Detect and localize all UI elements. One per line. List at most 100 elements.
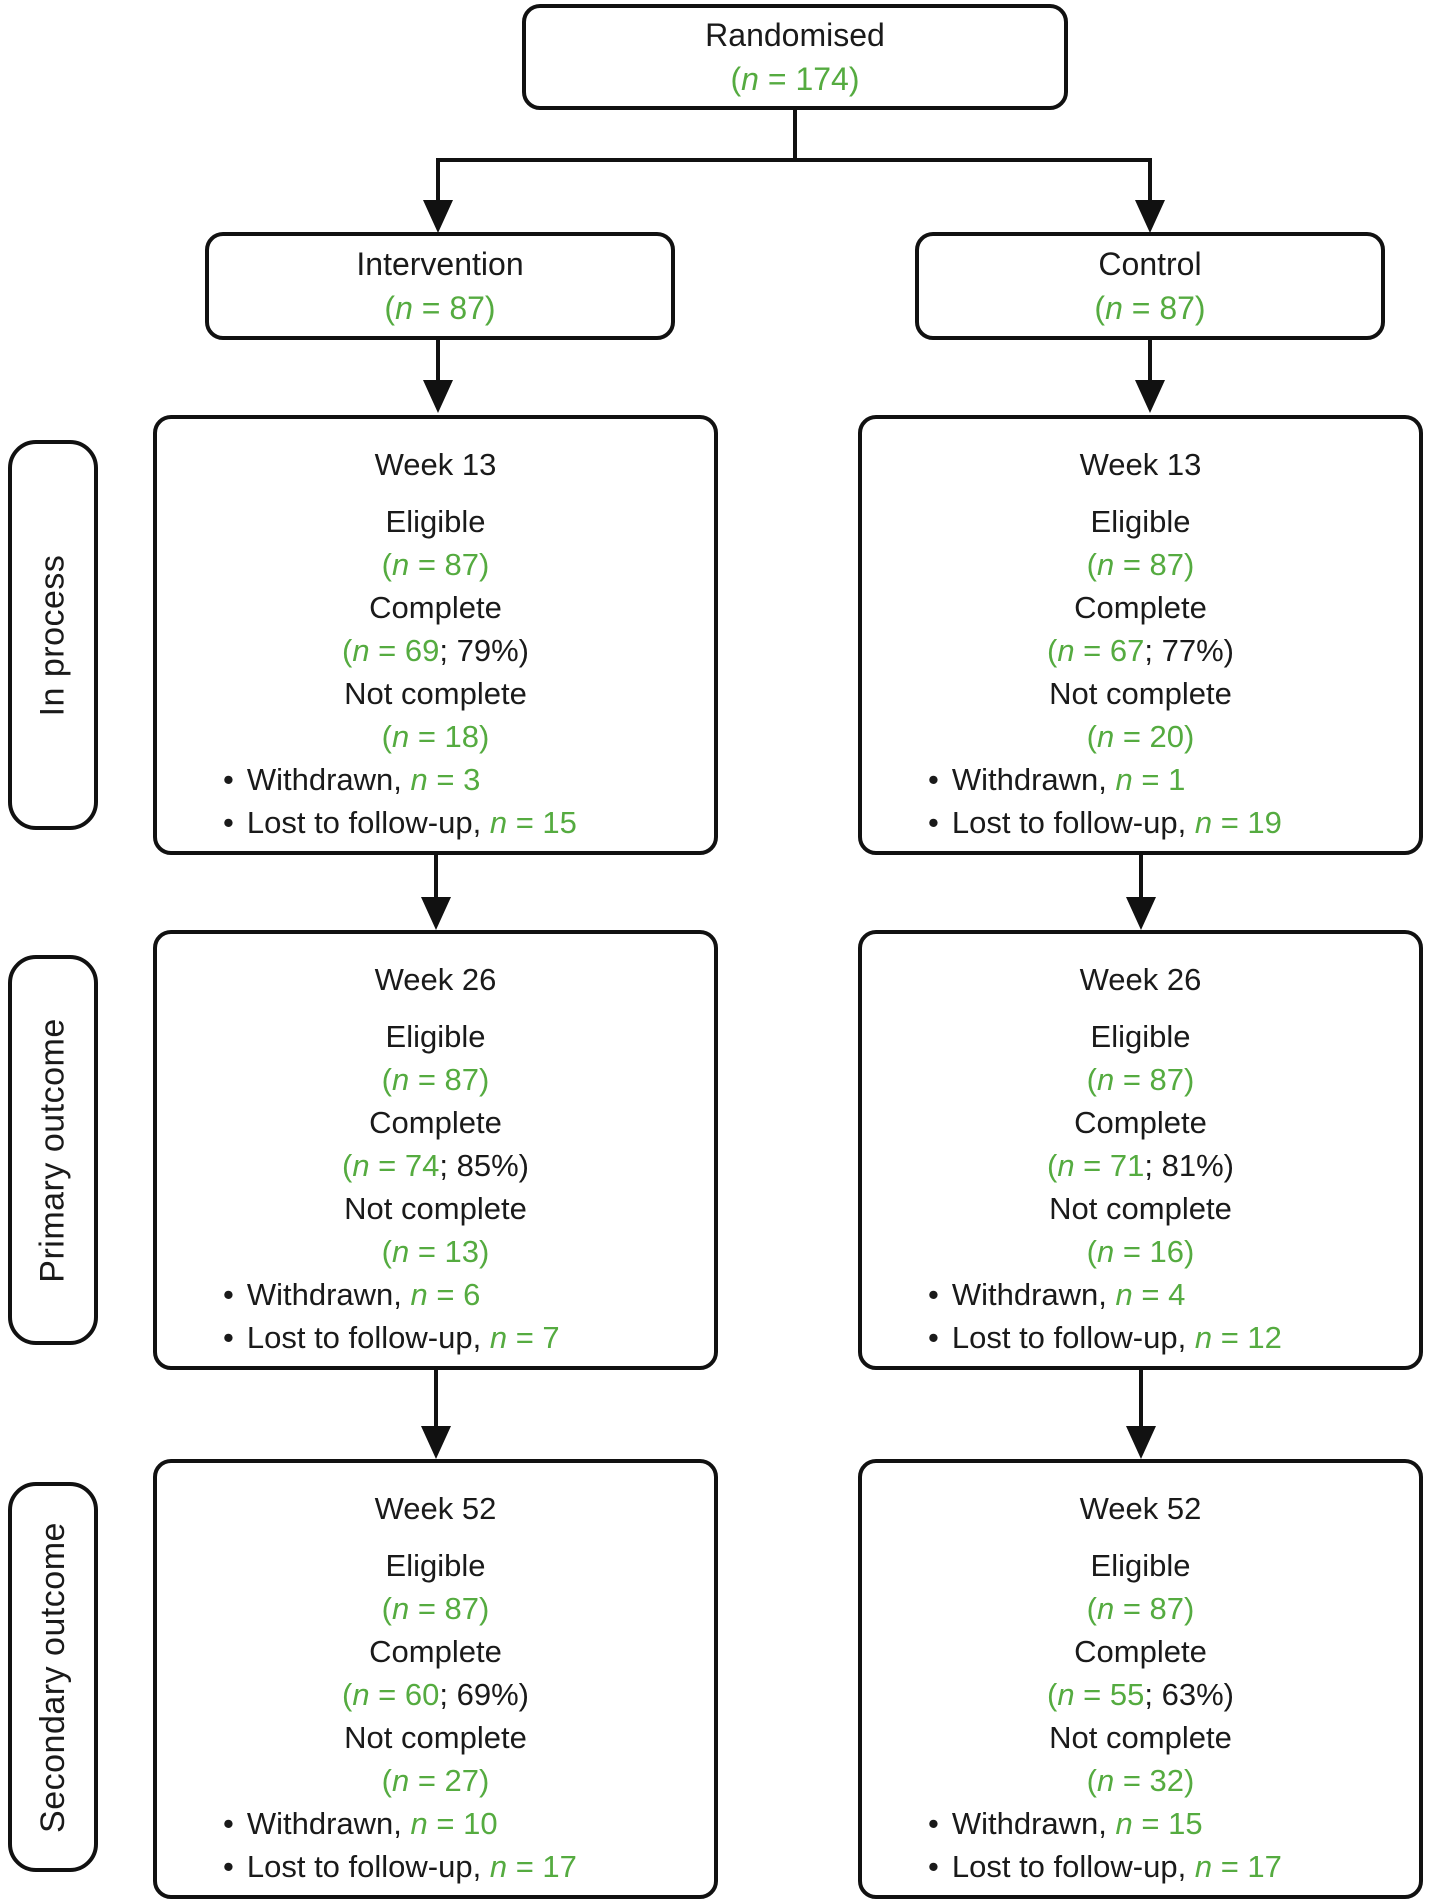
bullet-label: Withdrawn,	[951, 1806, 1116, 1841]
equals-sign: =	[1114, 1062, 1150, 1097]
lost-to-follow-up-line: • Lost to follow-up, n = 17	[223, 1845, 704, 1888]
equals-sign: =	[427, 762, 464, 797]
close-paren: )	[848, 61, 860, 97]
pct-suffix: ; 69%)	[439, 1677, 529, 1712]
connector-line	[1148, 340, 1152, 382]
n-symbol: n	[391, 547, 410, 582]
lost-to-follow-up-line: • Lost to follow-up, n = 19	[928, 801, 1409, 844]
week-title: Week 13	[1079, 447, 1202, 482]
n-value-number: 13	[444, 1234, 480, 1269]
open-paren: (	[1046, 1148, 1058, 1183]
n-symbol: n	[352, 1148, 370, 1183]
bullet-icon: •	[223, 1277, 234, 1312]
bullet-label: Withdrawn,	[246, 1277, 411, 1312]
open-paren: (	[1046, 633, 1058, 668]
close-paren: )	[479, 547, 490, 582]
equals-sign: =	[369, 1677, 405, 1712]
bullet-list: • Withdrawn, n = 6 • Lost to follow-up, n =…	[157, 1273, 714, 1375]
arrowhead-down-icon	[1135, 200, 1165, 233]
week-title: Week 26	[374, 962, 497, 997]
n-value: (n = 87)	[382, 1587, 490, 1630]
arrowhead-down-icon	[423, 380, 453, 413]
stat-box-week52-control: Week 52 Eligible (n = 87) Complete (n = 55; …	[858, 1459, 1423, 1899]
n-symbol: n	[1105, 290, 1123, 326]
pct-suffix: ; 77%)	[1144, 633, 1234, 668]
side-label-secondary-outcome: Secondary outcome	[8, 1482, 98, 1872]
arrowhead-down-icon	[421, 897, 451, 930]
close-paren: )	[479, 1062, 490, 1097]
not-complete-label: Not complete	[344, 1191, 527, 1226]
n-value-number: 18	[444, 719, 480, 754]
randomised-n-value: 174	[795, 61, 849, 97]
lost-to-follow-up-line: • Lost to follow-up, n = 15	[223, 801, 704, 844]
open-paren: (	[1046, 1677, 1058, 1712]
n-symbol: n	[391, 1062, 410, 1097]
withdrawn-line: • Withdrawn, n = 4	[928, 1273, 1409, 1316]
pct-suffix: ; 79%)	[439, 633, 529, 668]
bullet-label: Lost to follow-up,	[951, 805, 1195, 840]
n-symbol: n	[489, 1320, 508, 1355]
n-symbol: n	[352, 1677, 370, 1712]
n-value: (n = 13)	[382, 1230, 490, 1273]
equals-sign: =	[507, 1320, 543, 1355]
equals-sign: =	[1074, 1148, 1110, 1183]
open-paren: (	[1086, 1591, 1097, 1626]
side-label-in-process: In process	[8, 440, 98, 830]
n-symbol: n	[391, 1763, 410, 1798]
eligible-label: Eligible	[385, 504, 486, 539]
n-symbol: n	[1096, 547, 1115, 582]
n-symbol: n	[489, 1849, 508, 1884]
n-symbol: n	[1194, 1849, 1213, 1884]
n-symbol: n	[489, 805, 508, 840]
open-paren: (	[381, 547, 392, 582]
pct-suffix: ; 85%)	[439, 1148, 529, 1183]
stat-box-week26-control: Week 26 Eligible (n = 87) Complete (n = 71; …	[858, 930, 1423, 1370]
complete-n-value: (n = 67; 77%)	[1047, 629, 1234, 672]
equals-sign: =	[507, 805, 543, 840]
close-paren: )	[1184, 1062, 1195, 1097]
bullet-label: Lost to follow-up,	[246, 805, 490, 840]
complete-n-value: (n = 71; 81%)	[1047, 1144, 1234, 1187]
arm-title: Intervention	[356, 246, 524, 282]
equals-sign: =	[409, 547, 445, 582]
n-value-number: 15	[542, 805, 577, 840]
open-paren: (	[1094, 290, 1106, 326]
bullet-list: • Withdrawn, n = 1 • Lost to follow-up, n =…	[862, 758, 1419, 860]
equals-sign: =	[369, 633, 405, 668]
eligible-label: Eligible	[1090, 1548, 1191, 1583]
bullet-label: Withdrawn,	[246, 762, 411, 797]
side-label-text: In process	[33, 554, 72, 716]
bullet-label: Withdrawn,	[951, 1277, 1116, 1312]
lost-to-follow-up-line: • Lost to follow-up, n = 7	[223, 1316, 704, 1359]
close-paren: )	[479, 1591, 490, 1626]
equals-sign: =	[409, 1234, 445, 1269]
complete-label: Complete	[369, 1634, 502, 1669]
n-value-number: 55	[1109, 1677, 1145, 1712]
complete-label: Complete	[369, 1105, 502, 1140]
n-value: (n = 32)	[1087, 1759, 1195, 1802]
equals-sign: =	[1114, 1763, 1150, 1798]
arrowhead-down-icon	[421, 1426, 451, 1459]
not-complete-label: Not complete	[344, 1720, 527, 1755]
connector-line	[793, 108, 797, 160]
stat-box-week13-control: Week 13 Eligible (n = 87) Complete (n = 67; …	[858, 415, 1423, 855]
n-symbol: n	[1115, 1277, 1133, 1312]
equals-sign: =	[1074, 1677, 1110, 1712]
equals-sign: =	[758, 61, 796, 97]
bullet-icon: •	[928, 762, 939, 797]
withdrawn-line: • Withdrawn, n = 3	[223, 758, 704, 801]
side-label-text: Primary outcome	[33, 1017, 72, 1283]
n-value: (n = 20)	[1087, 715, 1195, 758]
open-paren: (	[1086, 1763, 1097, 1798]
side-label-text: Secondary outcome	[33, 1521, 72, 1833]
connector-line	[434, 1370, 438, 1428]
side-label-primary-outcome: Primary outcome	[8, 955, 98, 1345]
n-value-number: 3	[463, 762, 481, 797]
n-value-number: 17	[542, 1849, 577, 1884]
n-symbol: n	[410, 1806, 428, 1841]
randomised-title: Randomised	[705, 17, 885, 53]
n-value: (n = 18)	[382, 715, 490, 758]
equals-sign: =	[1114, 1234, 1150, 1269]
branch-line	[436, 158, 1152, 162]
